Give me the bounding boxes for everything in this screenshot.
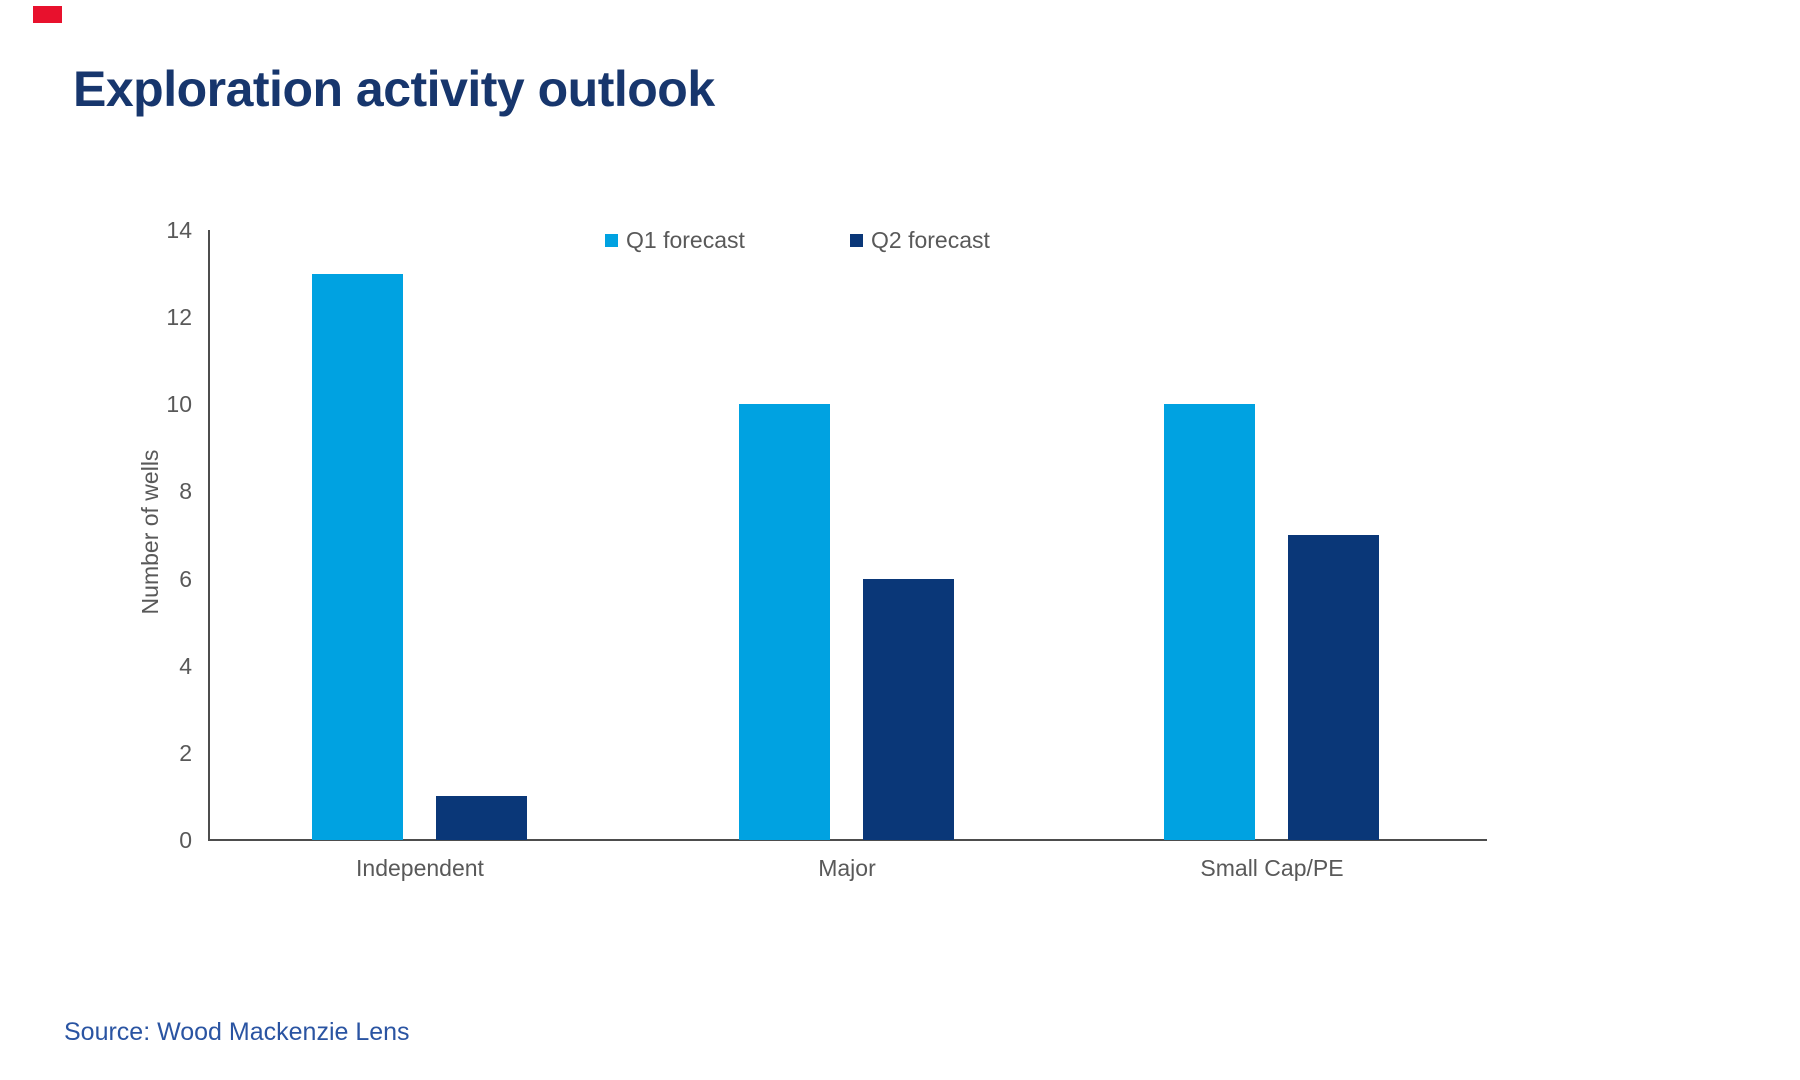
x-category-label-independent: Independent	[356, 855, 484, 881]
brand-mark	[33, 6, 62, 23]
y-tick-label-2: 2	[179, 739, 192, 766]
y-tick-label-14: 14	[166, 217, 192, 243]
x-category-label-major: Major	[818, 855, 876, 881]
x-category-label-small-cap-pe: Small Cap/PE	[1200, 855, 1344, 881]
y-tick-label-4: 4	[179, 652, 192, 679]
y-tick-label-12: 12	[166, 304, 192, 331]
bar-q1-forecast-small-cap-pe	[1164, 404, 1255, 840]
bar-q1-forecast-independent	[312, 273, 403, 840]
source-note: Source: Wood Mackenzie Lens	[64, 1018, 410, 1046]
x-axis-line	[208, 839, 1487, 841]
legend-label-q2-forecast: Q2 forecast	[871, 227, 990, 253]
legend-label-q1-forecast: Q1 forecast	[626, 227, 745, 253]
page-title: Exploration activity outlook	[73, 61, 715, 117]
y-tick-label-10: 10	[166, 391, 192, 418]
bar-q2-forecast-major	[863, 578, 954, 840]
legend-swatch-q1-forecast	[605, 233, 618, 247]
y-tick-label-8: 8	[179, 478, 192, 505]
bar-q2-forecast-independent	[436, 796, 527, 840]
y-tick-label-0: 0	[179, 827, 192, 853]
bar-q2-forecast-small-cap-pe	[1288, 535, 1379, 840]
legend-swatch-q2-forecast	[850, 233, 863, 247]
bar-q1-forecast-major	[739, 404, 830, 840]
y-axis-line	[208, 230, 210, 840]
y-tick-label-6: 6	[179, 565, 192, 592]
y-axis-title: Number of wells	[137, 449, 163, 615]
legend-item-q1-forecast: Q1 forecast	[605, 227, 745, 253]
legend-item-q2-forecast: Q2 forecast	[850, 227, 990, 253]
